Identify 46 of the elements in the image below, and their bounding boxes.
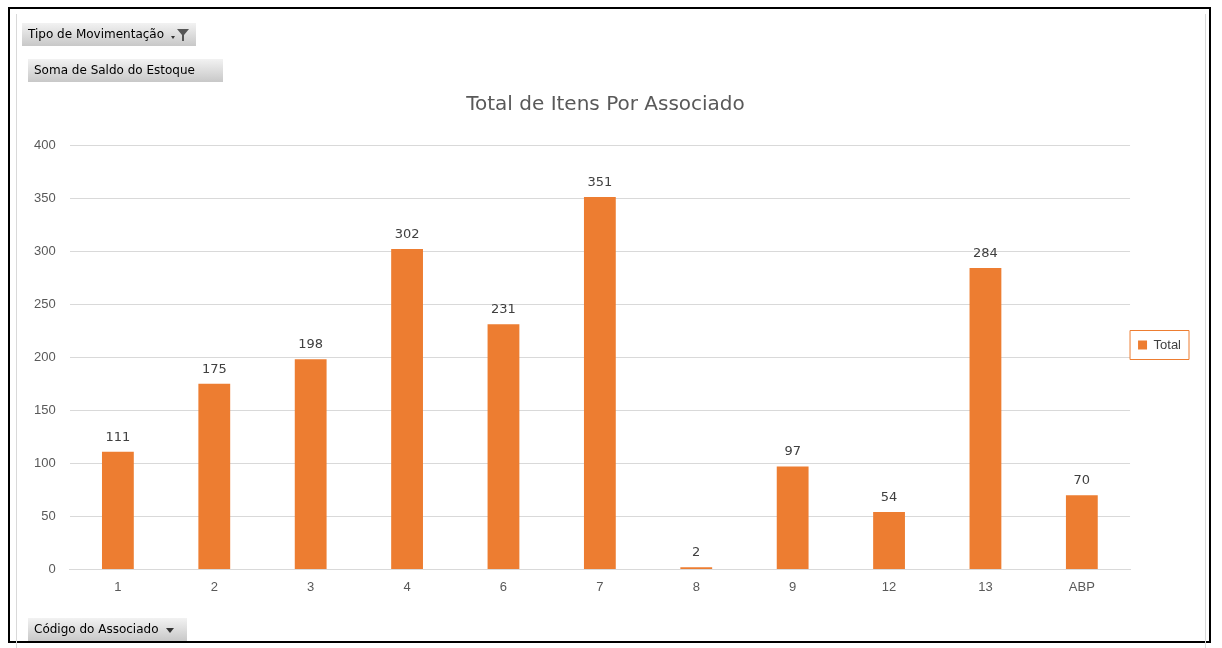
x-tick-label: 8 bbox=[692, 578, 700, 594]
data-label: 302 bbox=[394, 225, 420, 241]
data-label: 284 bbox=[973, 244, 998, 260]
data-label: 2 bbox=[692, 544, 701, 560]
bar bbox=[583, 196, 616, 569]
text: Soma de Saldo do Estoque bbox=[34, 62, 195, 79]
bar bbox=[487, 324, 520, 569]
y-tick-label: 50 bbox=[41, 507, 56, 523]
bar bbox=[294, 359, 327, 569]
y-tick-label: 200 bbox=[33, 348, 56, 364]
y-tick-label: 350 bbox=[33, 189, 56, 205]
x-tick-label: 7 bbox=[596, 578, 604, 594]
data-label: 198 bbox=[298, 336, 324, 352]
x-tick-label: 6 bbox=[499, 578, 508, 594]
y-tick-label: 300 bbox=[33, 242, 56, 258]
data-label: 54 bbox=[880, 488, 898, 504]
bar bbox=[1065, 495, 1098, 569]
x-tick-label: 12 bbox=[881, 578, 897, 594]
x-tick-label: 9 bbox=[789, 578, 797, 594]
data-label: 97 bbox=[784, 443, 801, 459]
x-tick-label: 1 bbox=[114, 578, 122, 594]
x-tick-label: ABP bbox=[1068, 578, 1095, 594]
data-label: 175 bbox=[201, 360, 227, 376]
x-tick-label: 3 bbox=[307, 578, 315, 594]
bar bbox=[198, 383, 231, 569]
chart-title: Total de Itens Por Associado bbox=[465, 91, 745, 116]
data-label: 70 bbox=[1073, 472, 1091, 488]
y-tick-label: 150 bbox=[33, 401, 56, 417]
data-label: 351 bbox=[587, 173, 613, 189]
y-tick-label: 100 bbox=[33, 454, 56, 470]
bar bbox=[101, 451, 134, 569]
x-tick-label: 13 bbox=[978, 578, 993, 594]
bar bbox=[776, 466, 809, 569]
bar bbox=[873, 512, 905, 569]
text: Código do Associado bbox=[34, 621, 159, 638]
text: Tipo de Movimentação bbox=[28, 26, 165, 43]
y-tick-label: 250 bbox=[33, 295, 56, 311]
y-tick-label: 400 bbox=[33, 136, 56, 152]
x-tick-label: 2 bbox=[210, 578, 218, 594]
bar bbox=[391, 248, 423, 569]
data-label: 231 bbox=[491, 301, 516, 317]
legend-label: Total bbox=[1153, 336, 1182, 352]
x-tick-label: 4 bbox=[403, 578, 411, 594]
data-label: 111 bbox=[105, 428, 131, 444]
y-tick-label: 0 bbox=[48, 560, 56, 576]
bar bbox=[969, 268, 1002, 569]
